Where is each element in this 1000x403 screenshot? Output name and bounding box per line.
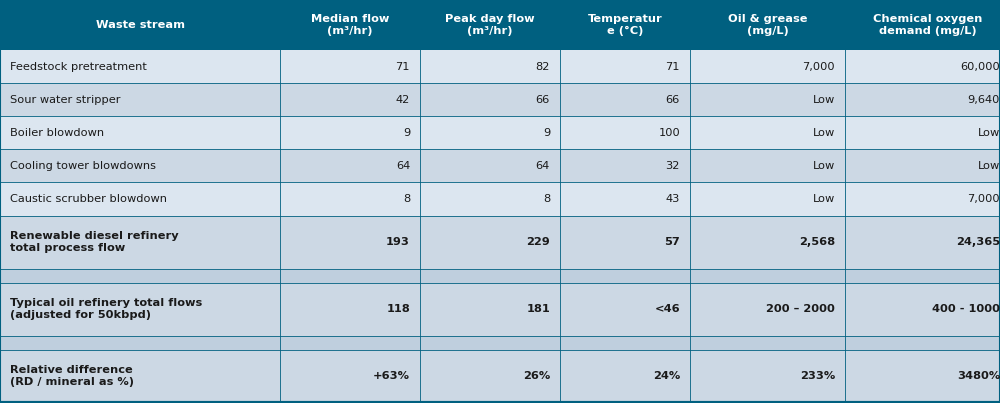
Text: 64: 64 [396,161,410,171]
Text: 200 – 2000: 200 – 2000 [766,304,835,314]
Text: Low: Low [813,161,835,171]
Text: Sour water stripper: Sour water stripper [10,95,120,105]
Text: Boiler blowdown: Boiler blowdown [10,128,104,138]
Text: 26%: 26% [523,372,550,381]
Text: 118: 118 [386,304,410,314]
Text: 9,640: 9,640 [968,95,1000,105]
Text: Median flow
(m³/hr): Median flow (m³/hr) [311,14,389,36]
Text: 181: 181 [526,304,550,314]
Text: 32: 32 [666,161,680,171]
Text: Low: Low [813,128,835,138]
Text: 9: 9 [403,128,410,138]
Text: 43: 43 [666,194,680,204]
Bar [0,116,1000,150]
Text: <46: <46 [654,304,680,314]
Text: Chemical oxygen
demand (mg/L): Chemical oxygen demand (mg/L) [873,14,982,36]
Bar [0,150,1000,183]
Text: 7,000: 7,000 [967,194,1000,204]
Text: 82: 82 [536,62,550,72]
Text: Cooling tower blowdowns: Cooling tower blowdowns [10,161,156,171]
Text: 8: 8 [543,194,550,204]
Text: Temperatur
e (°C): Temperatur e (°C) [588,14,662,36]
Text: Typical oil refinery total flows
(adjusted for 50kbpd): Typical oil refinery total flows (adjust… [10,298,202,320]
Text: 24,365: 24,365 [956,237,1000,247]
Text: 233%: 233% [800,372,835,381]
Bar [0,216,1000,269]
Text: 24%: 24% [653,372,680,381]
Bar [0,50,1000,83]
Bar [0,283,1000,336]
Text: 71: 71 [396,62,410,72]
Text: Low: Low [978,161,1000,171]
Text: 2,568: 2,568 [799,237,835,247]
Text: Low: Low [813,194,835,204]
Text: Renewable diesel refinery
total process flow: Renewable diesel refinery total process … [10,231,179,253]
Bar [0,336,1000,350]
Text: 66: 66 [666,95,680,105]
Bar [0,269,1000,283]
Text: Low: Low [813,95,835,105]
Text: 64: 64 [536,161,550,171]
Text: 57: 57 [664,237,680,247]
Text: 9: 9 [543,128,550,138]
Text: 7,000: 7,000 [802,62,835,72]
Bar [0,350,1000,403]
Text: 3480%: 3480% [957,372,1000,381]
Text: 71: 71 [666,62,680,72]
Text: Feedstock pretreatment: Feedstock pretreatment [10,62,147,72]
Text: 400 - 1000: 400 - 1000 [932,304,1000,314]
Text: 229: 229 [526,237,550,247]
Bar [0,183,1000,216]
Bar [0,0,1000,50]
Text: 193: 193 [386,237,410,247]
Text: 66: 66 [536,95,550,105]
Text: Oil & grease
(mg/L): Oil & grease (mg/L) [728,14,807,36]
Text: Caustic scrubber blowdown: Caustic scrubber blowdown [10,194,167,204]
Text: Low: Low [978,128,1000,138]
Text: Peak day flow
(m³/hr): Peak day flow (m³/hr) [445,14,535,36]
Text: +63%: +63% [373,372,410,381]
Text: 100: 100 [658,128,680,138]
Text: 42: 42 [396,95,410,105]
Text: Relative difference
(RD / mineral as %): Relative difference (RD / mineral as %) [10,366,134,387]
Text: Waste stream: Waste stream [96,20,184,30]
Text: 8: 8 [403,194,410,204]
Text: 60,000: 60,000 [960,62,1000,72]
Bar [0,83,1000,116]
